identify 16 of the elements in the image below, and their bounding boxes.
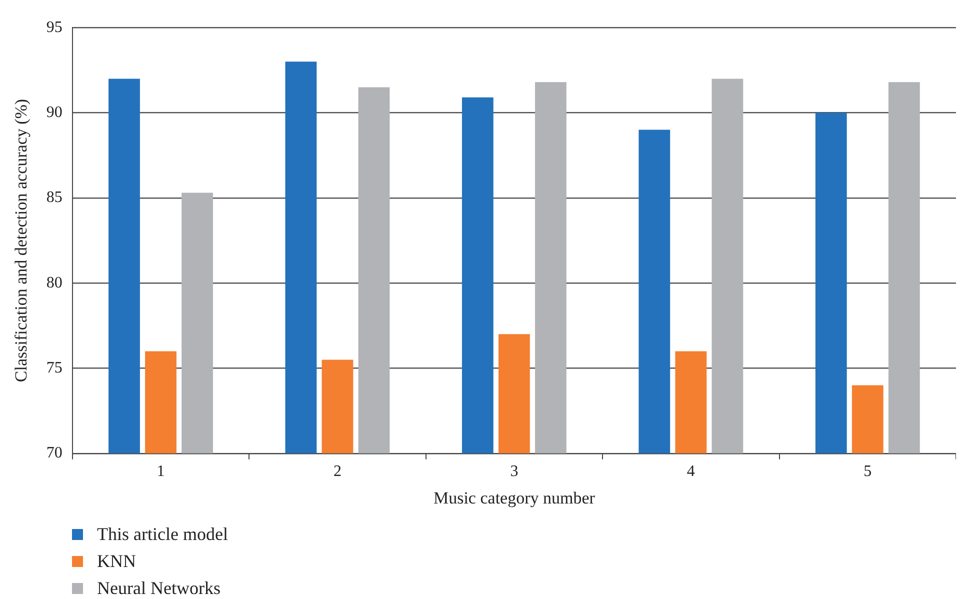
- y-tick-label: 80: [46, 274, 62, 292]
- y-tick-label: 75: [46, 359, 62, 376]
- y-tick-label: 95: [46, 18, 62, 36]
- x-tick-label: 5: [864, 463, 872, 480]
- y-tick-label: 70: [46, 444, 62, 462]
- legend-label: KNN: [97, 551, 136, 572]
- x-tick-label: 3: [510, 463, 518, 480]
- legend-label: Neural Networks: [97, 578, 220, 599]
- x-axis-title: Music category number: [433, 488, 596, 508]
- y-axis-title: Classification and detection accuracy (%): [12, 98, 31, 382]
- x-tick-label: 2: [333, 463, 342, 480]
- x-tick-label: 4: [686, 463, 695, 480]
- legend-label: This article model: [97, 524, 228, 545]
- x-tick-label: 1: [156, 463, 165, 480]
- y-tick-label: 85: [46, 189, 62, 206]
- y-tick-label: 90: [46, 104, 62, 121]
